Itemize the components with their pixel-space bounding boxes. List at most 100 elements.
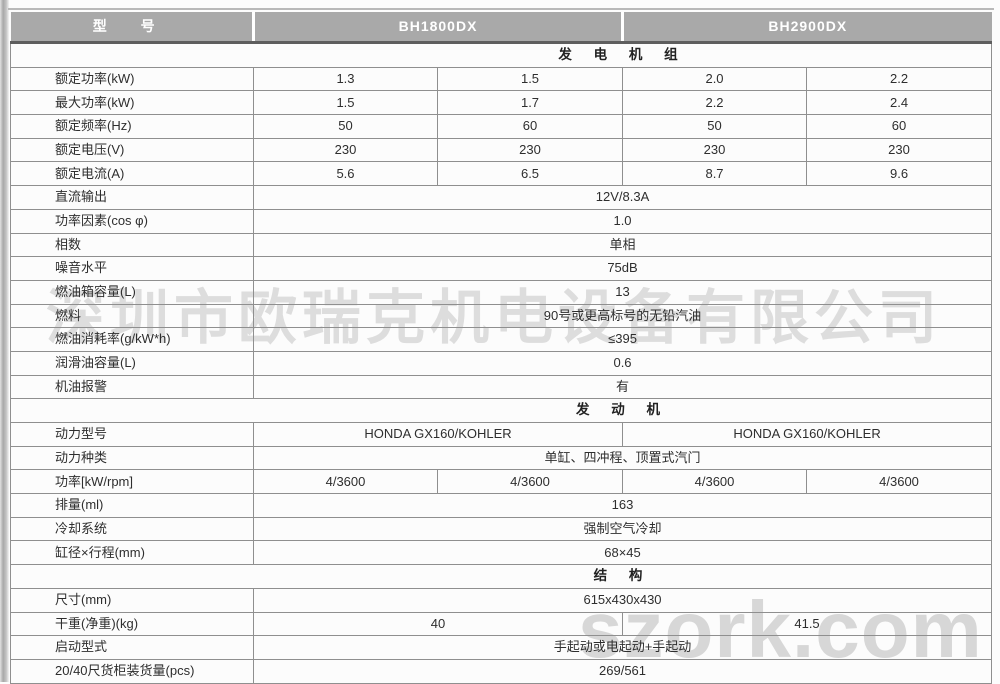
spec-value: ≤395 — [252, 327, 993, 352]
row-power-factor: 功率因素(cos φ) 1.0 — [10, 208, 993, 234]
spec-sheet: 型 号 BH1800DX BH2900DX 发 电 机 组 额定功率(kW) 1… — [9, 12, 993, 684]
table-top-rule — [8, 8, 994, 10]
spec-value: 4/3600 — [806, 469, 993, 495]
spec-value: 90号或更高标号的无铅汽油 — [252, 303, 993, 329]
spec-label: 缸径×行程(mm) — [10, 540, 254, 566]
spec-value: 50 — [622, 114, 808, 139]
row-phase-count: 相数 单相 — [10, 232, 993, 258]
spec-table: 型 号 BH1800DX BH2900DX 发 电 机 组 额定功率(kW) 1… — [9, 12, 993, 684]
spec-label: 噪音水平 — [10, 256, 254, 281]
row-max-power: 最大功率(kW) 1.5 1.7 2.2 2.4 — [10, 90, 993, 116]
spec-value: 50 — [253, 114, 438, 139]
spec-label: 动力种类 — [10, 445, 254, 471]
spec-label: 功率[kW/rpm] — [10, 469, 254, 495]
spec-label: 干重(净重)(kg) — [10, 611, 254, 637]
row-rated-current: 额定电流(A) 5.6 6.5 8.7 9.6 — [10, 161, 993, 187]
section-engine: 发 动 机 — [9, 398, 993, 423]
spec-value: 60 — [436, 114, 624, 139]
spec-label: 启动型式 — [10, 635, 254, 660]
spec-label: 润滑油容量(L) — [10, 350, 254, 376]
spec-label: 尺寸(mm) — [10, 587, 254, 613]
spec-value: 4/3600 — [436, 469, 624, 495]
spec-value: 75dB — [252, 256, 993, 281]
table-header-row: 型 号 BH1800DX BH2900DX — [10, 12, 992, 44]
row-dry-weight: 干重(净重)(kg) 40 41.5 — [10, 611, 993, 637]
section-title: 发 电 机 组 — [9, 42, 993, 68]
spec-label: 相数 — [10, 232, 254, 258]
row-fuel-tank-capacity: 燃油箱容量(L) 13 — [10, 279, 993, 305]
scanner-edge-shadow — [0, 0, 9, 682]
spec-value: 12V/8.3A — [252, 185, 993, 210]
row-container-capacity: 20/40尺货柜装货量(pcs) 269/561 — [10, 658, 993, 684]
spec-label: 直流输出 — [10, 185, 254, 210]
spec-label: 动力型号 — [10, 422, 254, 447]
row-engine-power: 功率[kW/rpm] 4/3600 4/3600 4/3600 4/3600 — [10, 469, 993, 495]
spec-value: 强制空气冷却 — [252, 516, 993, 542]
model-bh2900dx-header: BH2900DX — [621, 12, 992, 44]
row-dimensions: 尺寸(mm) 615x430x430 — [10, 587, 993, 613]
spec-value: 5.6 — [253, 161, 438, 187]
spec-value: 9.6 — [806, 161, 993, 187]
spec-value: 2.2 — [806, 66, 993, 92]
spec-value: 1.5 — [436, 66, 624, 92]
spec-value: 1.7 — [436, 90, 624, 116]
row-engine-type: 动力种类 单缸、四冲程、顶置式汽门 — [10, 445, 993, 471]
spec-label: 燃油消耗率(g/kW*h) — [10, 327, 254, 352]
spec-value: 230 — [806, 137, 993, 163]
section-title: 发 动 机 — [9, 398, 993, 423]
spec-label: 机油报警 — [10, 374, 254, 400]
spec-value: 单相 — [252, 232, 993, 258]
spec-value: 68×45 — [252, 540, 993, 566]
section-structure: 结 构 — [9, 564, 993, 589]
spec-value: 41.5 — [622, 611, 993, 637]
spec-value: 4/3600 — [253, 469, 438, 495]
section-title: 结 构 — [9, 564, 993, 589]
spec-label: 额定电压(V) — [10, 137, 254, 163]
spec-label: 额定功率(kW) — [10, 66, 254, 92]
row-oil-alert: 机油报警 有 — [10, 374, 993, 400]
row-cooling-system: 冷却系统 强制空气冷却 — [10, 516, 993, 542]
spec-value: 269/561 — [252, 658, 993, 684]
spec-value: 2.0 — [622, 66, 808, 92]
spec-value: 6.5 — [436, 161, 624, 187]
spec-value: 4/3600 — [622, 469, 808, 495]
spec-label: 额定电流(A) — [10, 161, 254, 187]
spec-label: 排量(ml) — [10, 493, 254, 518]
spec-value: HONDA GX160/KOHLER — [622, 422, 993, 447]
spec-label: 燃料 — [10, 303, 254, 329]
model-header-label: 型 号 — [10, 12, 254, 44]
row-displacement: 排量(ml) 163 — [10, 493, 993, 518]
row-bore-stroke: 缸径×行程(mm) 68×45 — [10, 540, 993, 566]
row-dc-output: 直流输出 12V/8.3A — [10, 185, 993, 210]
spec-value: 615x430x430 — [252, 587, 993, 613]
row-fuel: 燃料 90号或更高标号的无铅汽油 — [10, 303, 993, 329]
spec-value: 0.6 — [252, 350, 993, 376]
row-lube-oil-capacity: 润滑油容量(L) 0.6 — [10, 350, 993, 376]
spec-value: 手起动或电起动+手起动 — [252, 635, 993, 660]
spec-value: 2.4 — [806, 90, 993, 116]
row-noise-level: 噪音水平 75dB — [10, 256, 993, 281]
spec-value: 1.5 — [253, 90, 438, 116]
model-bh1800dx-header: BH1800DX — [251, 12, 623, 44]
spec-value: 40 — [252, 611, 624, 637]
spec-label: 功率因素(cos φ) — [10, 208, 254, 234]
spec-value: 230 — [622, 137, 808, 163]
row-rated-voltage: 额定电压(V) 230 230 230 230 — [10, 137, 993, 163]
spec-value: 13 — [252, 279, 993, 305]
spec-value: 60 — [806, 114, 993, 139]
row-start-type: 启动型式 手起动或电起动+手起动 — [10, 635, 993, 660]
section-generator-set: 发 电 机 组 — [9, 42, 993, 68]
spec-value: 8.7 — [622, 161, 808, 187]
spec-value: 2.2 — [622, 90, 808, 116]
spec-value: 230 — [436, 137, 624, 163]
spec-label: 燃油箱容量(L) — [10, 279, 254, 305]
spec-label: 最大功率(kW) — [10, 90, 254, 116]
spec-label: 冷却系统 — [10, 516, 254, 542]
row-rated-power: 额定功率(kW) 1.3 1.5 2.0 2.2 — [10, 66, 993, 92]
spec-value: 单缸、四冲程、顶置式汽门 — [252, 445, 993, 471]
row-rated-frequency: 额定频率(Hz) 50 60 50 60 — [10, 114, 993, 139]
spec-value: 230 — [253, 137, 438, 163]
spec-value: 1.3 — [253, 66, 438, 92]
spec-value: HONDA GX160/KOHLER — [252, 422, 624, 447]
spec-value: 有 — [252, 374, 993, 400]
